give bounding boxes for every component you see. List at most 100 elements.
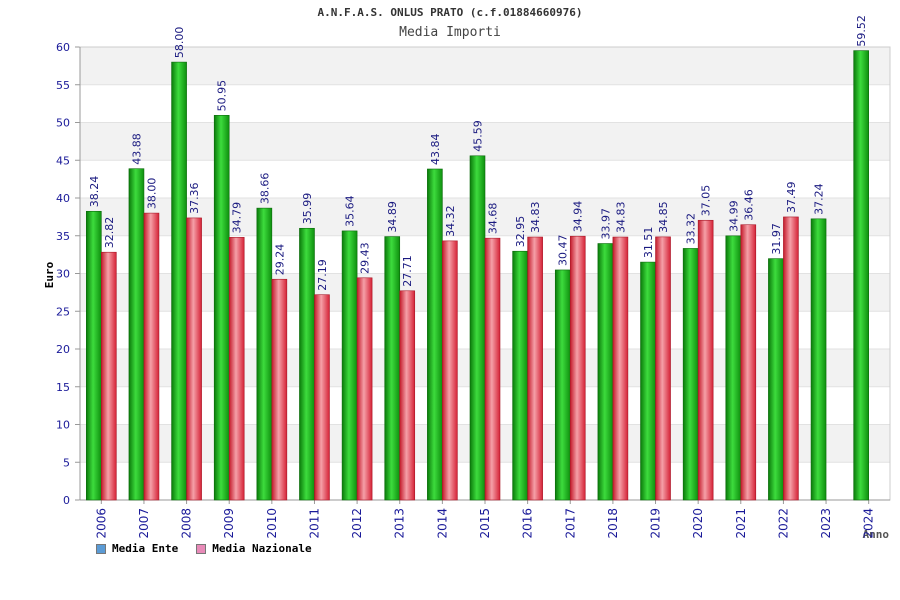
data-label: 27.19 xyxy=(316,259,329,291)
data-label: 45.59 xyxy=(472,120,485,152)
x-tick-label: 2015 xyxy=(478,508,492,539)
bar-media-ente xyxy=(725,235,742,501)
x-tick-label: 2020 xyxy=(691,508,705,539)
data-label: 29.43 xyxy=(359,242,372,274)
x-tick-label: 2006 xyxy=(94,508,108,539)
bar-media-ente xyxy=(341,230,358,501)
data-label: 58.00 xyxy=(173,27,186,59)
data-label: 37.36 xyxy=(188,182,201,214)
data-label: 34.68 xyxy=(487,203,500,235)
y-tick-label: 60 xyxy=(56,41,70,54)
bar-media-nazionale xyxy=(527,236,543,501)
bar-media-nazionale xyxy=(484,237,501,501)
data-label: 37.49 xyxy=(785,181,798,213)
bar-media-nazionale xyxy=(697,219,714,501)
data-label: 34.94 xyxy=(572,201,585,233)
data-label: 34.32 xyxy=(444,205,457,237)
data-label: 35.64 xyxy=(344,195,357,227)
x-tick-label: 2017 xyxy=(563,508,577,539)
bar-media-ente xyxy=(853,50,869,501)
bar-media-ente xyxy=(86,210,102,501)
data-label: 34.83 xyxy=(529,202,542,234)
x-tick-label: 2008 xyxy=(180,508,194,539)
bar-media-ente xyxy=(384,236,401,501)
bar-media-ente xyxy=(512,250,528,501)
legend-swatch-nazionale xyxy=(196,543,207,554)
legend-label-ente: Media Ente xyxy=(112,542,179,555)
x-tick-label: 2018 xyxy=(606,508,620,539)
data-label: 37.24 xyxy=(813,183,826,215)
bar-media-ente xyxy=(554,269,571,501)
data-label: 29.24 xyxy=(273,244,286,276)
bar-media-ente xyxy=(682,248,699,501)
y-axis-label: Euro xyxy=(43,261,56,288)
data-label: 38.24 xyxy=(88,176,101,208)
bar-media-nazionale xyxy=(612,236,629,501)
chart-subtitle: Media Importi xyxy=(399,25,501,40)
data-label: 34.85 xyxy=(657,201,670,233)
chart-title: A.N.F.A.S. ONLUS PRATO (c.f.01884660976) xyxy=(317,6,583,19)
x-tick-label: 2019 xyxy=(649,508,663,539)
bar-media-nazionale xyxy=(356,277,373,501)
data-label: 35.99 xyxy=(301,193,314,225)
bar-media-ente xyxy=(213,115,230,501)
x-tick-label: 2016 xyxy=(521,508,535,539)
y-tick-label: 10 xyxy=(56,419,70,432)
bar-media-nazionale xyxy=(314,294,330,501)
data-label: 27.71 xyxy=(401,255,414,287)
bar-media-ente xyxy=(256,207,273,501)
x-tick-label: 2012 xyxy=(350,508,364,539)
x-tick-label: 2010 xyxy=(265,508,279,539)
bar-media-ente xyxy=(640,261,656,501)
bar-media-nazionale xyxy=(442,240,458,501)
y-tick-label: 15 xyxy=(56,381,70,394)
data-label: 34.79 xyxy=(231,202,244,233)
x-tick-label: 2024 xyxy=(862,508,876,539)
y-tick-label: 0 xyxy=(63,494,70,507)
x-tick-label: 2009 xyxy=(222,508,236,539)
data-label: 50.95 xyxy=(216,80,229,111)
y-tick-label: 5 xyxy=(63,456,70,469)
legend-swatch-ente xyxy=(96,543,106,554)
data-label: 38.66 xyxy=(258,173,271,205)
bar-media-nazionale xyxy=(740,224,757,501)
data-label: 31.51 xyxy=(642,227,655,259)
grid-band xyxy=(80,47,890,85)
bar-media-nazionale xyxy=(783,216,799,501)
data-label: 34.83 xyxy=(614,202,627,234)
grid-band xyxy=(80,122,890,161)
bar-media-ente xyxy=(469,155,486,501)
data-label: 43.84 xyxy=(429,134,442,166)
bar-media-nazionale xyxy=(569,235,586,501)
bar-media-nazionale xyxy=(228,237,245,501)
bar-media-ente xyxy=(768,258,784,501)
data-label: 43.88 xyxy=(130,133,143,165)
x-tick-label: 2023 xyxy=(819,508,833,539)
data-label: 32.95 xyxy=(514,216,527,248)
y-tick-label: 45 xyxy=(56,154,70,167)
bar-media-ente xyxy=(128,168,145,501)
data-label: 33.32 xyxy=(685,213,698,245)
bar-media-ente xyxy=(427,168,443,501)
bar-media-ente xyxy=(171,61,187,501)
y-tick-label: 20 xyxy=(56,343,70,356)
x-axis-label: Anno xyxy=(863,528,890,541)
x-tick-label: 2021 xyxy=(734,508,748,539)
data-label: 34.99 xyxy=(727,200,740,232)
legend-item-ente: Media Ente xyxy=(96,542,178,555)
x-tick-label: 2022 xyxy=(776,508,790,539)
bar-media-nazionale xyxy=(186,217,202,501)
bar-media-ente xyxy=(810,218,827,501)
bar-media-ente xyxy=(299,227,315,501)
bar-media-nazionale xyxy=(399,290,416,501)
y-tick-label: 40 xyxy=(56,192,70,205)
legend-label-nazionale: Media Nazionale xyxy=(212,542,312,555)
data-label: 30.47 xyxy=(557,234,570,266)
y-tick-label: 30 xyxy=(56,268,70,281)
bar-media-nazionale xyxy=(655,236,671,501)
legend-item-nazionale: Media Nazionale xyxy=(196,542,312,555)
bar-media-nazionale xyxy=(101,251,117,501)
data-label: 36.46 xyxy=(742,189,755,221)
data-label: 59.52 xyxy=(855,15,868,47)
